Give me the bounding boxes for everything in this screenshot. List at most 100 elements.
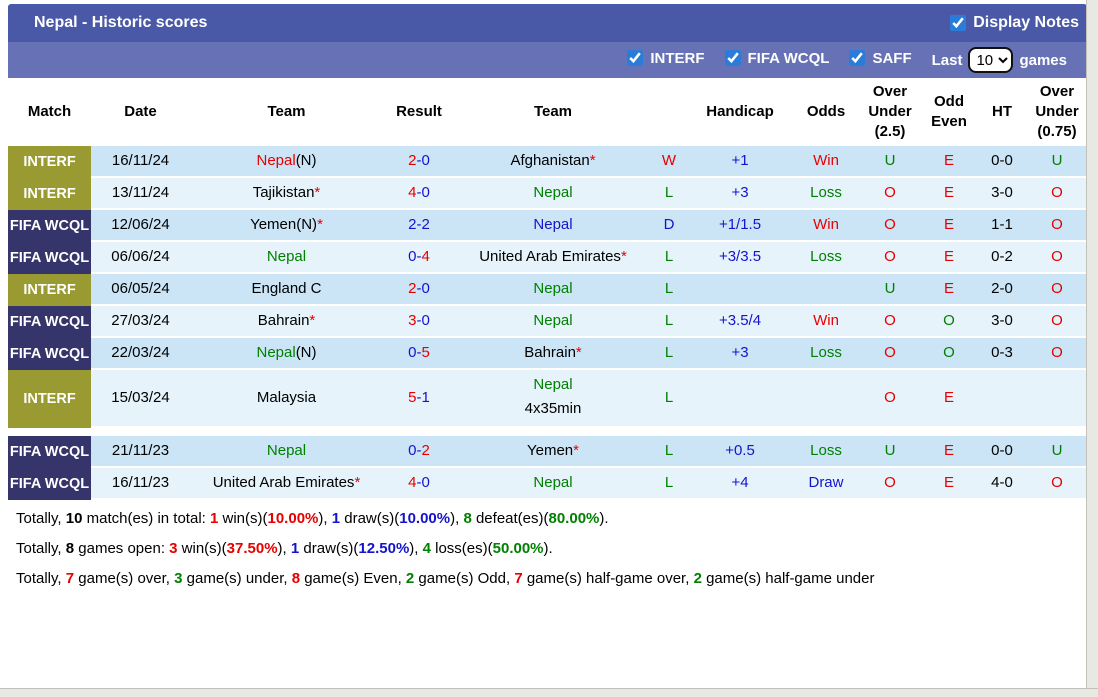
header-row: Match Date Team Result Team Handicap Odds Over …	[8, 78, 1087, 146]
over-under-25: U	[859, 274, 921, 306]
handicap: +3	[687, 178, 793, 210]
last-games-select[interactable]: 10	[968, 47, 1014, 73]
summary: Totally, 10 match(es) in total: 1 win(s)…	[8, 500, 1087, 596]
games-label: games	[1019, 51, 1067, 69]
competition-badge: FIFA WCQL	[8, 436, 91, 468]
match-date: 27/03/24	[91, 306, 190, 338]
odds-outcome: Loss	[793, 178, 859, 210]
competition-badge: INTERF	[8, 370, 91, 428]
odds-outcome: Loss	[793, 242, 859, 274]
home-team: Malaysia	[190, 370, 383, 428]
over-under-075: O	[1027, 274, 1087, 306]
column-header: Team	[190, 78, 383, 146]
over-under-075: U	[1027, 146, 1087, 178]
match-date: 16/11/24	[91, 146, 190, 178]
away-team: United Arab Emirates*	[455, 242, 651, 274]
half-time-score: 0-0	[977, 146, 1027, 178]
filter-label: SAFF	[872, 49, 912, 67]
over-under-075: O	[1027, 338, 1087, 370]
result: 2-0	[383, 274, 455, 306]
column-header: HT	[977, 78, 1027, 146]
column-header: Team	[455, 78, 651, 146]
home-team: Nepal(N)	[190, 146, 383, 178]
half-time-score: 4-0	[977, 468, 1027, 500]
handicap: +0.5	[687, 436, 793, 468]
home-team: Nepal	[190, 436, 383, 468]
away-team: Nepal 4x35min	[455, 370, 651, 428]
over-under-25: O	[859, 338, 921, 370]
table-row: FIFA WCQL 12/06/24 Yemen(N)* 2-2 Nepal D +1/1.…	[8, 210, 1087, 242]
competition-filters: INTERF FIFA WCQL SAFF	[627, 50, 931, 71]
over-under-075: O	[1027, 242, 1087, 274]
competition-badge: FIFA WCQL	[8, 306, 91, 338]
result: 0-4	[383, 242, 455, 274]
table-row: FIFA WCQL 22/03/24 Nepal(N) 0-5 Bahrain* L +3 L…	[8, 338, 1087, 370]
panel-title: Nepal - Historic scores	[34, 14, 208, 31]
match-date: 13/11/24	[91, 178, 190, 210]
away-team: Nepal	[455, 210, 651, 242]
column-header: Match	[8, 78, 91, 146]
right-gutter	[1086, 0, 1098, 697]
wld-indicator: L	[651, 274, 687, 306]
home-team: Nepal	[190, 242, 383, 274]
filter-fifa-wcql[interactable]: FIFA WCQL	[724, 50, 829, 67]
half-time-score: 2-0	[977, 274, 1027, 306]
odd-even: E	[921, 210, 977, 242]
away-team: Nepal	[455, 178, 651, 210]
half-time-score	[977, 370, 1027, 428]
table-row: INTERF 15/03/24 Malaysia 5-1 Nepal 4x35min L O E	[8, 370, 1087, 428]
filter-checkbox[interactable]	[724, 50, 741, 67]
odd-even: E	[921, 274, 977, 306]
odds-outcome: Win	[793, 146, 859, 178]
summary-line: Totally, 7 game(s) over, 3 game(s) under…	[16, 570, 875, 587]
home-team: England C	[190, 274, 383, 306]
filter-interf[interactable]: INTERF	[627, 50, 705, 67]
odds-outcome: Loss	[793, 436, 859, 468]
over-under-075	[1027, 370, 1087, 428]
handicap: +4	[687, 468, 793, 500]
competition-badge: FIFA WCQL	[8, 468, 91, 500]
odds-outcome: Win	[793, 210, 859, 242]
away-team: Nepal	[455, 468, 651, 500]
bottom-gutter	[0, 688, 1098, 697]
over-under-075: O	[1027, 468, 1087, 500]
handicap: +3.5/4	[687, 306, 793, 338]
away-team: Nepal	[455, 274, 651, 306]
column-header: Result	[383, 78, 455, 146]
display-notes-checkbox[interactable]	[950, 15, 967, 31]
odd-even: O	[921, 338, 977, 370]
away-team: Nepal	[455, 306, 651, 338]
match-date: 15/03/24	[91, 370, 190, 428]
over-under-25: O	[859, 210, 921, 242]
over-under-25: U	[859, 436, 921, 468]
odds-outcome: Loss	[793, 338, 859, 370]
wld-indicator: L	[651, 370, 687, 428]
odd-even: O	[921, 306, 977, 338]
odds-outcome	[793, 274, 859, 306]
competition-badge: FIFA WCQL	[8, 242, 91, 274]
match-date: 16/11/23	[91, 468, 190, 500]
home-team: Tajikistan*	[190, 178, 383, 210]
match-date: 12/06/24	[91, 210, 190, 242]
result: 2-2	[383, 210, 455, 242]
home-team: Nepal(N)	[190, 338, 383, 370]
odd-even: E	[921, 146, 977, 178]
half-time-score: 0-3	[977, 338, 1027, 370]
over-under-25: O	[859, 178, 921, 210]
handicap	[687, 370, 793, 428]
filter-checkbox[interactable]	[627, 50, 644, 67]
table-row: INTERF 13/11/24 Tajikistan* 4-0 Nepal L +3 Loss…	[8, 178, 1087, 210]
table-row: FIFA WCQL 16/11/23 United Arab Emirates* 4-…	[8, 468, 1087, 500]
odd-even: E	[921, 178, 977, 210]
over-under-25: O	[859, 370, 921, 428]
display-notes-label: Display Notes	[973, 14, 1079, 31]
result: 3-0	[383, 306, 455, 338]
column-header	[651, 78, 687, 146]
competition-badge: INTERF	[8, 146, 91, 178]
display-notes-toggle[interactable]: Display Notes	[950, 14, 1079, 32]
filter-saff[interactable]: SAFF	[849, 49, 912, 67]
filter-checkbox[interactable]	[849, 50, 866, 67]
wld-indicator: L	[651, 306, 687, 338]
wld-indicator: L	[651, 436, 687, 468]
